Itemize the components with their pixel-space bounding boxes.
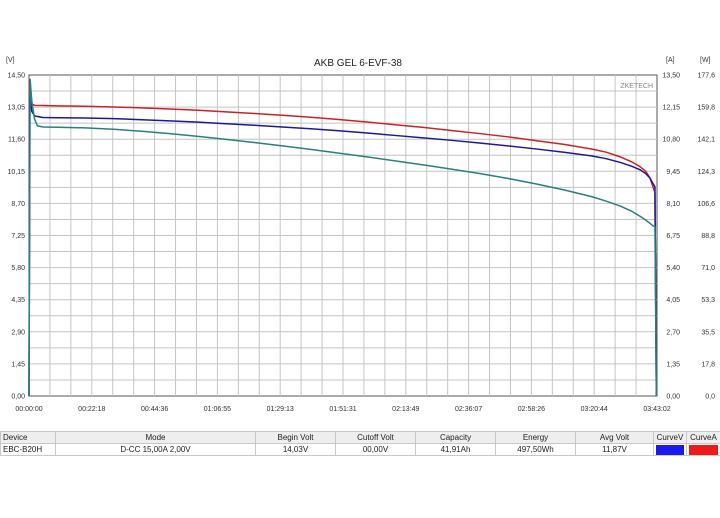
- y-right2-tick-label: 17,8: [701, 361, 715, 368]
- value-begin-volt: 14,03V: [255, 443, 336, 456]
- y-right2-unit: [W]: [700, 57, 711, 64]
- y-right1-tick-label: 1,35: [666, 361, 680, 368]
- x-tick-label: 03:20:44: [581, 406, 608, 413]
- y-right1-tick-label: 0,00: [666, 394, 680, 401]
- header-device: Device: [0, 431, 56, 444]
- info-value-row: EBC-B20H D-CC 15,00A 2,00V 14,03V 00,00V…: [0, 443, 720, 456]
- curve-v-swatch-cell: [653, 443, 687, 456]
- curve-a-swatch: [689, 444, 718, 455]
- value-energy: 497,50Wh: [495, 443, 576, 456]
- value-mode: D-CC 15,00A 2,00V: [55, 443, 256, 456]
- y-left-tick-label: 4,35: [11, 297, 25, 304]
- header-mode: Mode: [55, 431, 256, 444]
- plot-grid: [28, 74, 658, 397]
- series-layer: [28, 78, 658, 397]
- y-left-tick-label: 7,25: [11, 233, 25, 240]
- series-line-1: [28, 96, 658, 397]
- test-info-table: Device Mode Begin Volt Cutoff Volt Capac…: [0, 431, 720, 456]
- curve-a-swatch-cell: [686, 443, 720, 456]
- axes-layer: 0,00 1,45 2,90 4,35 5,80 7,25 8,70 10,15 11,60 13…: [7, 73, 715, 414]
- value-capacity: 41,91Ah: [415, 443, 496, 456]
- y-left-tick-label: 0,00: [11, 394, 25, 401]
- x-tick-label: 01:06:55: [204, 406, 231, 413]
- y-right2-tick-label: 124,3: [697, 169, 715, 176]
- x-tick-label: 02:36:07: [455, 406, 482, 413]
- header-avg-volt: Avg Volt: [575, 431, 654, 444]
- x-tick-label: 00:00:00: [15, 406, 42, 413]
- y-right1-tick-label: 13,50: [662, 73, 680, 80]
- header-energy: Energy: [495, 431, 576, 444]
- y-left-tick-label: 2,90: [11, 329, 25, 336]
- x-tick-label: 01:51:31: [329, 406, 356, 413]
- y-right2-tick-label: 88,8: [701, 233, 715, 240]
- y-right2-tick-label: 142,1: [697, 137, 715, 144]
- y-right2-tick-label: 177,6: [697, 73, 715, 80]
- x-tick-label: 03:43:02: [643, 406, 670, 413]
- y-left-tick-label: 8,70: [11, 201, 25, 208]
- y-right1-tick-label: 5,40: [666, 265, 680, 272]
- y-right1-tick-label: 6,75: [666, 233, 680, 240]
- info-header-row: Device Mode Begin Volt Cutoff Volt Capac…: [0, 431, 720, 444]
- y-left-tick-label: 13,05: [7, 105, 25, 112]
- y-right1-unit: [A]: [666, 57, 675, 64]
- value-device: EBC-B20H: [0, 443, 56, 456]
- y-left-tick-label: 11,60: [8, 137, 25, 144]
- x-tick-label: 02:13:49: [392, 406, 419, 413]
- y-right1-tick-label: 9,45: [666, 169, 680, 176]
- y-right1-tick-label: 12,15: [662, 105, 680, 112]
- y-right1-tick-label: 10,80: [662, 137, 680, 144]
- y-left-tick-label: 10,15: [7, 169, 25, 176]
- y-left-tick-label: 5,80: [11, 265, 25, 272]
- y-left-unit: [V]: [6, 57, 15, 64]
- x-tick-label: 01:29:13: [267, 406, 294, 413]
- series-line-2: [28, 78, 658, 397]
- header-begin-volt: Begin Volt: [255, 431, 336, 444]
- chart-title: AKB GEL 6-EVF-38: [314, 58, 402, 69]
- header-curve-v: CurveV: [653, 431, 687, 444]
- x-tick-label: 00:44:36: [141, 406, 168, 413]
- y-right2-tick-label: 159,8: [697, 105, 715, 112]
- brand-label: ZKETECH: [620, 83, 653, 90]
- y-right2-tick-label: 0,0: [705, 394, 715, 401]
- y-right1-tick-label: 8,10: [666, 201, 680, 208]
- value-avg-volt: 11,87V: [575, 443, 654, 456]
- x-tick-label: 02:58:26: [518, 406, 545, 413]
- y-right1-tick-label: 4,05: [666, 297, 680, 304]
- y-right2-tick-label: 35,5: [701, 329, 715, 336]
- header-capacity: Capacity: [415, 431, 496, 444]
- header-cutoff-volt: Cutoff Volt: [335, 431, 416, 444]
- x-tick-label: 00:22:18: [78, 406, 105, 413]
- y-left-tick-label: 14,50: [7, 73, 25, 80]
- y-right2-tick-label: 106,6: [697, 201, 715, 208]
- series-line-0: [28, 79, 658, 397]
- discharge-chart: 0,00 1,45 2,90 4,35 5,80 7,25 8,70 10,15 11,60 13…: [6, 57, 715, 414]
- curve-v-swatch: [656, 444, 684, 455]
- y-right1-tick-label: 2,70: [666, 329, 680, 336]
- y-right2-tick-label: 53,3: [701, 297, 715, 304]
- y-left-tick-label: 1,45: [11, 361, 25, 368]
- y-right2-tick-label: 71,0: [701, 265, 715, 272]
- value-cutoff-volt: 00,00V: [335, 443, 416, 456]
- header-curve-a: CurveA: [686, 431, 720, 444]
